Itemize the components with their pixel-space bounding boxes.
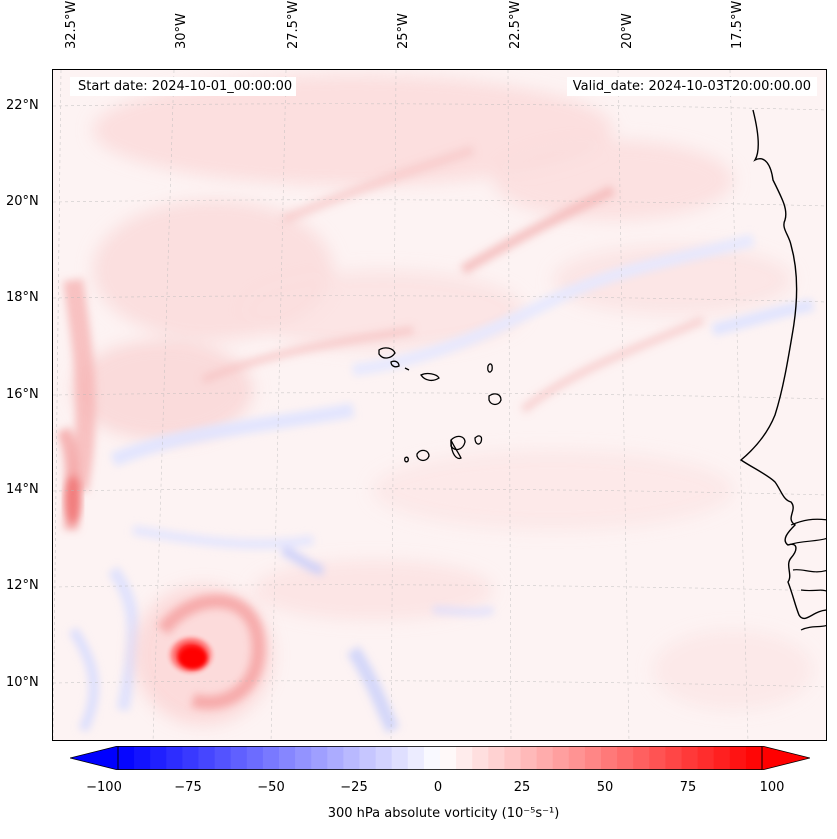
colorbar-bin (279, 746, 296, 770)
colorbar-frame (117, 746, 763, 770)
colorbar-bin (601, 746, 618, 770)
colorbar-tick-label: −50 (257, 780, 285, 795)
colorbar (70, 746, 810, 770)
colorbar-bin (198, 746, 216, 770)
lat-label-16n: 16°N (6, 387, 39, 402)
colorbar-tick-label: 75 (679, 780, 697, 795)
colorbar-bin (343, 746, 361, 770)
colorbar-bin (472, 746, 489, 770)
colorbar-bin (118, 746, 135, 770)
colorbar-tick-label: 25 (513, 780, 531, 795)
colorbar-tick-label: 0 (433, 780, 443, 795)
colorbar-bin (375, 746, 393, 770)
colorbar-bin (166, 746, 183, 770)
colorbar-bin (311, 746, 328, 770)
colorbar-bin (134, 746, 151, 770)
lat-label-14n: 14°N (6, 482, 39, 497)
colorbar-bin (295, 746, 312, 770)
colorbar-bin (182, 746, 200, 770)
colorbar-bin (633, 746, 650, 770)
colorbar-bin (745, 746, 763, 770)
colorbar-bin (617, 746, 634, 770)
colorbar-bin (568, 746, 586, 770)
colorbar-bin (391, 746, 409, 770)
lon-label-30w: 30°W (174, 13, 189, 49)
africa-coastline (739, 109, 826, 620)
gridlines (53, 70, 826, 740)
colorbar-bin (262, 746, 280, 770)
colorbar-bin (440, 746, 457, 770)
colorbar-bin (488, 746, 505, 770)
vortex-low (133, 585, 273, 725)
colorbar-bin (327, 746, 344, 770)
lon-label-25w: 25°W (396, 13, 411, 49)
colorbar-bin (423, 746, 441, 770)
colorbar-bin (697, 746, 715, 770)
lat-label-22n: 22°N (6, 98, 39, 113)
colorbar-bin (214, 746, 232, 770)
colorbar-bin (584, 746, 602, 770)
lat-label-20n: 20°N (6, 194, 39, 209)
colorbar-tick-label: −100 (86, 780, 122, 795)
lat-label-18n: 18°N (6, 290, 39, 305)
colorbar-bin (504, 746, 522, 770)
colorbar-bin (230, 746, 248, 770)
valid-date-label: Valid_date: 2024-10-03T20:00:00.00 (566, 77, 817, 96)
colorbar-bin (456, 746, 473, 770)
colorbar-tick-label: −25 (340, 780, 368, 795)
cape-verde-islands (378, 347, 502, 463)
colorbar-bin (150, 746, 167, 770)
colorbar-bin (359, 746, 377, 770)
colorbar-bin (407, 746, 425, 770)
lat-label-10n: 10°N (6, 675, 39, 690)
africa-coastline-bays (787, 518, 826, 631)
vorticity-bands (56, 145, 705, 531)
colorbar-bin (536, 746, 554, 770)
lon-label-20w: 20°W (620, 13, 635, 49)
lat-label-12n: 12°N (6, 578, 39, 593)
lon-label-27-5w: 27.5°W (286, 0, 301, 49)
colorbar-bin (713, 746, 731, 770)
colorbar-bin (246, 746, 264, 770)
colorbar-bin (681, 746, 699, 770)
vorticity-map (53, 70, 826, 740)
start-date-label: Start date: 2024-10-01_00:00:00 (70, 77, 297, 96)
lon-label-22-5w: 22.5°W (508, 0, 523, 49)
colorbar-bin (520, 746, 538, 770)
colorbar-label: 300 hPa absolute vorticity (10⁻⁵s⁻¹) (327, 806, 560, 821)
negative-vorticity-bands (68, 234, 814, 734)
colorbar-bin (649, 746, 666, 770)
colorbar-high-extend (761, 746, 810, 770)
western-vorticity-spot (65, 476, 81, 524)
colorbar-bin (665, 746, 683, 770)
lon-label-17-5w: 17.5°W (730, 0, 745, 49)
colorbar-tick-label: −75 (174, 780, 202, 795)
lon-label-32-5w: 32.5°W (64, 0, 79, 49)
colorbar-bins (118, 746, 763, 770)
colorbar-bin (552, 746, 570, 770)
colorbar-low-extend (70, 746, 119, 770)
colorbar-tick-label: 100 (759, 780, 785, 795)
colorbar-bin (729, 746, 747, 770)
map-panel[interactable] (52, 69, 827, 741)
colorbar-tick-label: 50 (596, 780, 614, 795)
